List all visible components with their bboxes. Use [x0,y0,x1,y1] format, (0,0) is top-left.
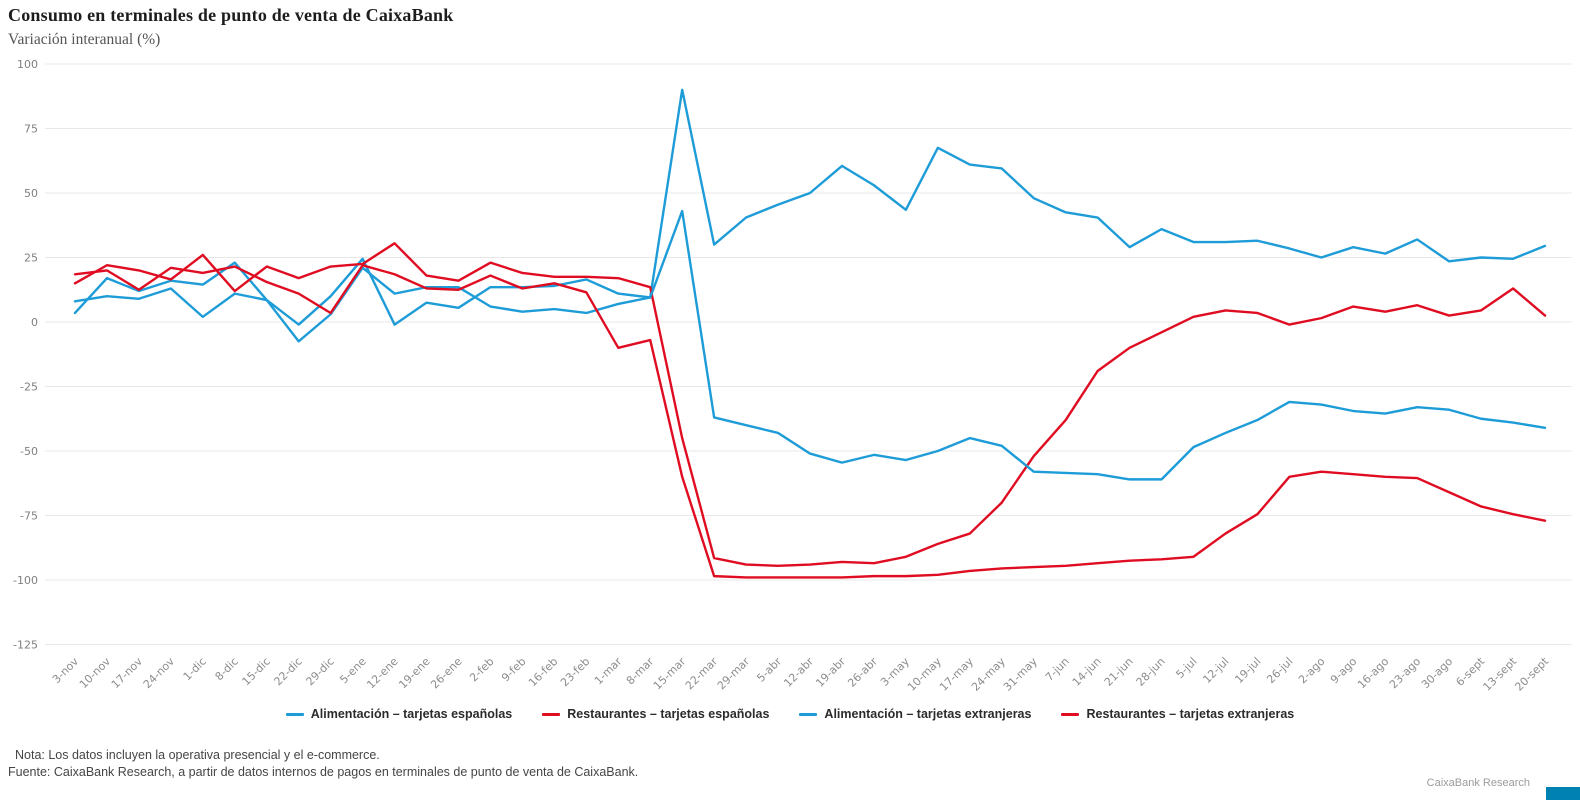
legend-swatch-alimentacion-extranjeras [799,712,818,716]
y-tick-label: -125 [13,639,38,652]
x-tick-label: 21-jun [1102,655,1136,689]
legend-item-restaurantes-extranjeras[interactable]: Restaurantes – tarjetas extranjeras [1061,707,1294,721]
x-tick-label: 22-dic [272,655,305,688]
y-tick-label: -50 [20,445,38,458]
x-tick-label: 8-dic [213,655,241,683]
legend-item-restaurantes-espanolas[interactable]: Restaurantes – tarjetas españolas [542,707,769,721]
x-tick-label: 2-feb [467,655,496,684]
x-tick-label: 26-jul [1264,655,1295,686]
x-tick-label: 26-abr [845,655,880,690]
chart-subtitle: Variación interanual (%) [8,31,161,48]
legend-item-alimentacion-espanolas[interactable]: Alimentación – tarjetas españolas [285,707,513,721]
legend-swatch-alimentacion-espanolas [285,712,304,716]
series-line-restaurantes-extranjeras[interactable] [73,264,1547,579]
x-tick-label: 16-ago [1355,655,1392,692]
x-tick-label: 31-may [1001,655,1040,694]
x-tick-label: 20-sept [1512,654,1551,693]
note-line: Nota: Los datos incluyen la operativa pr… [15,748,380,762]
series-line-alimentacion-extranjeras[interactable] [73,209,1547,481]
x-tick-label: 13-sept [1480,654,1519,693]
legend-swatch-restaurantes-extranjeras [1061,712,1080,716]
legend-item-alimentacion-extranjeras[interactable]: Alimentación – tarjetas extranjeras [799,707,1031,721]
x-tick-label: 24-nov [141,655,178,692]
x-tick-label: 15-dic [240,655,273,688]
x-tick-label: 5-jul [1173,655,1199,681]
x-tick-label: 29-dic [303,655,336,688]
chart-legend: Alimentación – tarjetas españolas Restaur… [0,707,1580,721]
x-tick-label: 28-jun [1134,655,1168,689]
y-tick-label: -25 [20,381,38,394]
x-tick-label: 1-mar [592,655,625,688]
x-tick-label: 19-abr [813,655,848,690]
y-tick-label: 50 [24,187,38,200]
x-tick-label: 12-ene [364,655,401,692]
y-tick-label: -100 [13,574,38,587]
legend-swatch-restaurantes-espanolas [542,712,561,716]
x-tick-label: 5-abr [754,655,784,685]
y-tick-label: -75 [20,510,38,523]
x-tick-label: 2-ago [1296,655,1328,687]
chart-notes: Nota: Los datos incluyen la operativa pr… [8,747,638,781]
x-tick-label: 12-jul [1200,655,1231,686]
x-tick-label: 23-feb [558,655,592,689]
x-tick-label: 26-ene [428,655,465,692]
y-tick-label: 100 [17,58,38,71]
series-line-alimentacion-espanolas[interactable] [73,88,1547,326]
x-tick-label: 23-ago [1387,655,1424,692]
x-tick-label: 24-may [969,655,1008,694]
caixabank-brand-mark [1546,787,1580,800]
series-line-restaurantes-espanolas[interactable] [73,242,1547,568]
legend-label: Alimentación – tarjetas extranjeras [824,707,1032,721]
y-tick-label: 0 [31,316,38,329]
x-tick-label: 30-ago [1419,655,1456,692]
x-tick-label: 10-nov [77,655,114,692]
x-tick-label: 1-dic [181,655,209,683]
legend-label: Alimentación – tarjetas españolas [310,707,513,721]
x-tick-label: 29-mar [715,655,753,693]
chart-title: Consumo en terminales de punto de venta … [8,5,454,25]
x-tick-label: 16-feb [526,655,560,689]
x-tick-label: 7-jun [1043,655,1072,684]
x-tick-label: 14-jun [1070,655,1104,689]
x-tick-label: 17-nov [109,655,146,692]
caixabank-research-watermark: CaixaBank Research [1426,777,1530,789]
x-tick-label: 19-jul [1232,655,1263,686]
x-tick-label: 17-may [937,655,976,694]
x-tick-label: 15-mar [651,655,689,693]
chart-svg: 1007550250-25-50-75-100-1253-nov10-nov17… [13,58,1572,694]
legend-label: Restaurantes – tarjetas extranjeras [1086,707,1295,721]
x-tick-label: 9-feb [499,655,528,684]
y-tick-label: 75 [24,123,38,136]
x-tick-label: 10-may [905,655,944,694]
source-line: Fuente: CaixaBank Research, a partir de … [8,765,639,779]
x-tick-label: 12-abr [781,655,816,690]
x-tick-label: 19-ene [396,655,433,692]
y-tick-label: 25 [24,252,38,265]
x-tick-label: 22-mar [683,655,721,693]
legend-label: Restaurantes – tarjetas españolas [567,707,770,721]
